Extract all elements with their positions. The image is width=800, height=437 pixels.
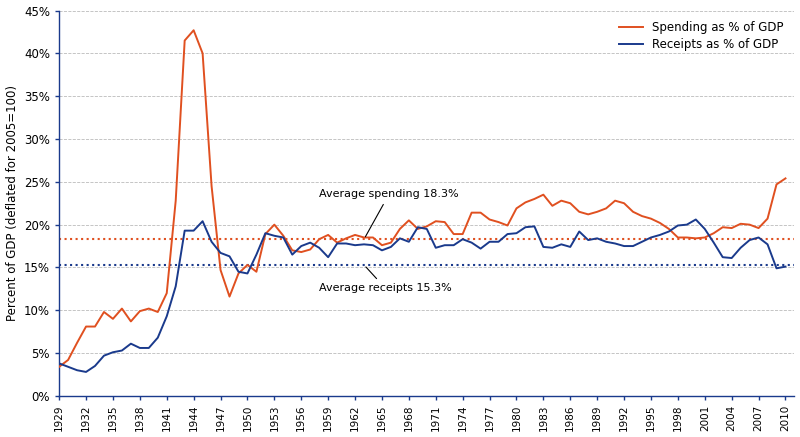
Text: Average spending 18.3%: Average spending 18.3% — [319, 189, 459, 237]
Receipts as % of GDP — [628, 243, 638, 249]
Receipts as % of GDP — [404, 239, 414, 244]
Spending as % of GDP — [646, 216, 656, 221]
Y-axis label: Percent of GDP (deflated for 2005=100): Percent of GDP (deflated for 2005=100) — [6, 85, 18, 321]
Line: Spending as % of GDP: Spending as % of GDP — [59, 30, 786, 367]
Receipts as % of GDP — [646, 235, 656, 240]
Spending as % of GDP — [270, 222, 279, 227]
Receipts as % of GDP — [261, 231, 270, 236]
Receipts as % of GDP — [691, 217, 701, 222]
Spending as % of GDP — [234, 271, 243, 276]
Spending as % of GDP — [628, 209, 638, 215]
Receipts as % of GDP — [270, 233, 279, 239]
Receipts as % of GDP — [54, 361, 64, 366]
Legend: Spending as % of GDP, Receipts as % of GDP: Spending as % of GDP, Receipts as % of G… — [614, 17, 789, 55]
Text: Average receipts 15.3%: Average receipts 15.3% — [319, 267, 452, 293]
Spending as % of GDP — [261, 232, 270, 237]
Spending as % of GDP — [781, 176, 790, 181]
Receipts as % of GDP — [234, 269, 243, 274]
Receipts as % of GDP — [781, 264, 790, 269]
Spending as % of GDP — [54, 364, 64, 369]
Spending as % of GDP — [189, 28, 198, 33]
Spending as % of GDP — [404, 218, 414, 223]
Line: Receipts as % of GDP: Receipts as % of GDP — [59, 219, 786, 372]
Receipts as % of GDP — [82, 369, 91, 375]
